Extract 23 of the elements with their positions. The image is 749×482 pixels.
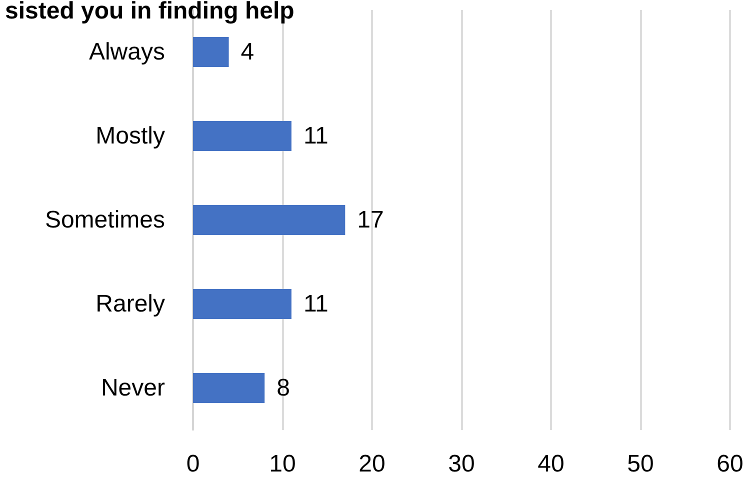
- bar: [193, 373, 265, 403]
- x-tick-label: 60: [716, 450, 744, 478]
- y-tick-label: Rarely: [96, 290, 165, 318]
- chart-title: sisted you in finding help: [5, 0, 294, 24]
- x-tick-label: 40: [538, 450, 564, 478]
- y-tick-label: Mostly: [96, 122, 165, 150]
- x-tick-label: 30: [448, 450, 475, 478]
- y-tick-label: Sometimes: [44, 206, 165, 234]
- x-tick-label: 10: [269, 450, 296, 478]
- x-tick-label: 0: [186, 450, 200, 478]
- data-label: 4: [240, 38, 254, 66]
- data-label: 8: [276, 374, 290, 402]
- bar: [193, 37, 229, 67]
- y-tick-label: Never: [100, 374, 165, 402]
- x-tick-label: 20: [358, 450, 386, 478]
- bar: [193, 205, 346, 235]
- data-label: 11: [303, 290, 328, 318]
- data-label: 17: [357, 206, 384, 234]
- x-tick-label: 50: [627, 450, 654, 478]
- data-label: 11: [303, 122, 328, 150]
- y-tick-label: Always: [88, 38, 165, 66]
- bar: [193, 289, 292, 319]
- bar: [193, 121, 292, 151]
